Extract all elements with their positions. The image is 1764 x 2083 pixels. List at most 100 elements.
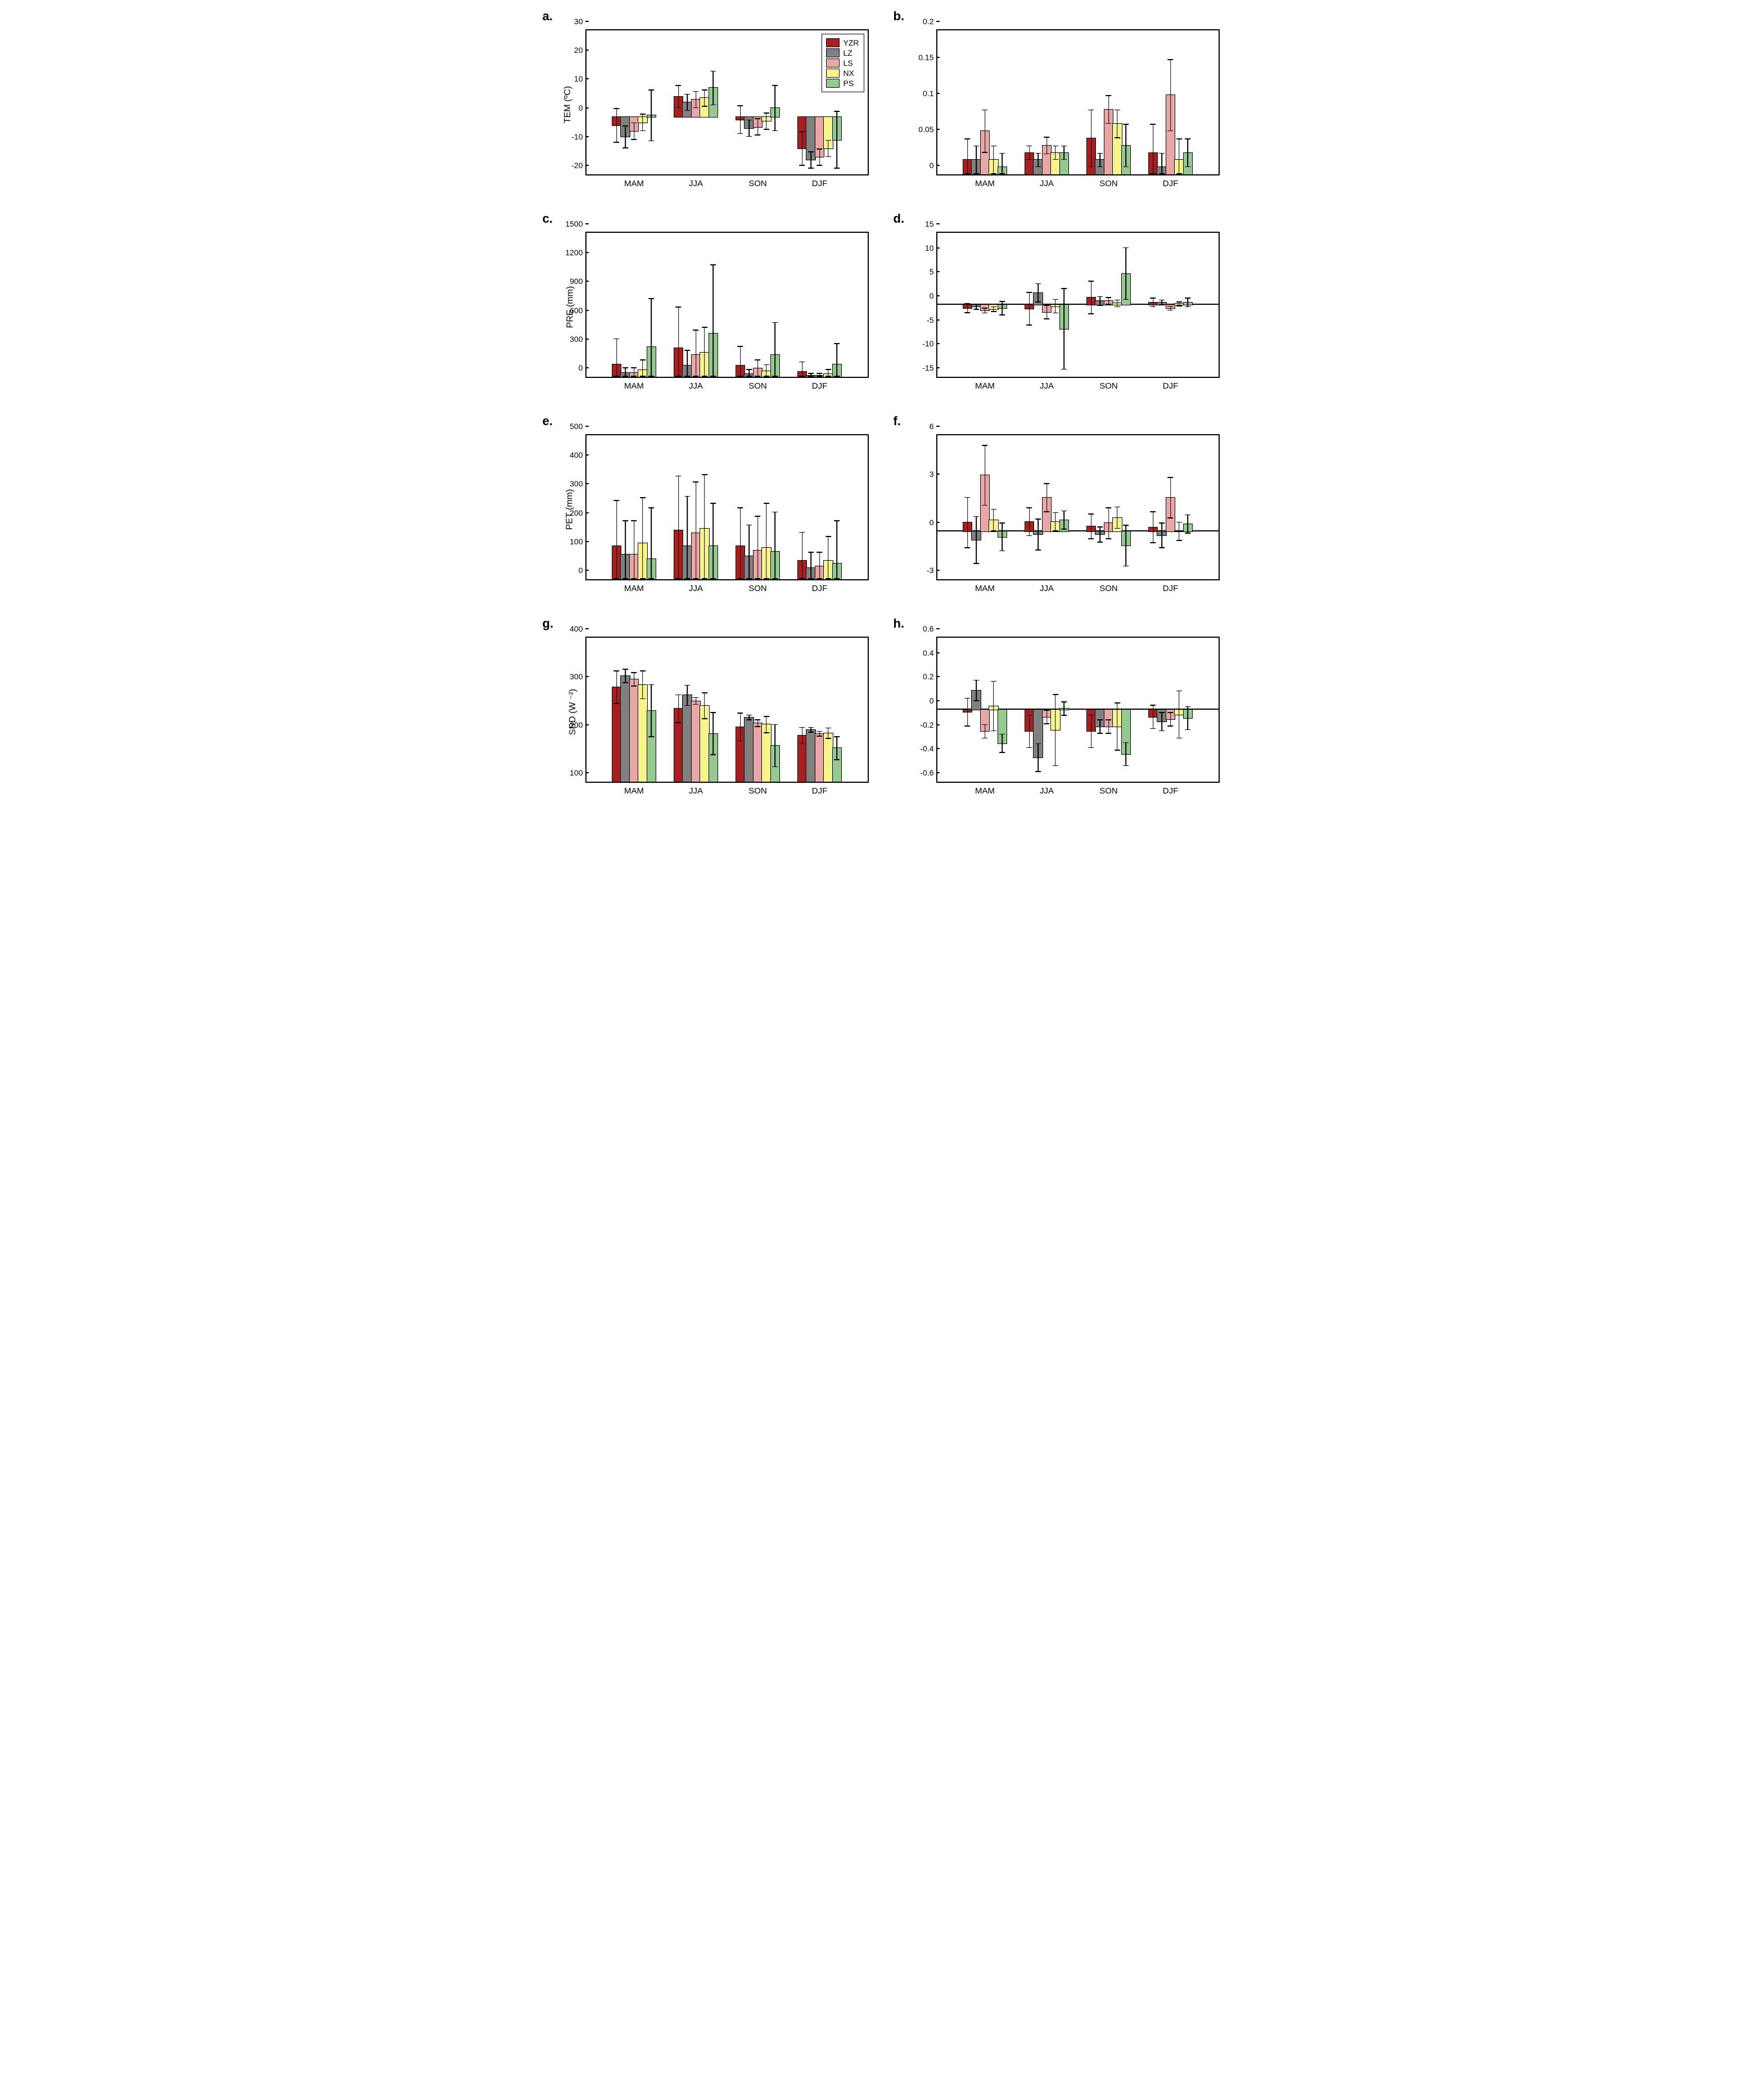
error-bar <box>985 308 986 313</box>
error-bar <box>1170 306 1171 311</box>
plot-area: -20-100102030MAMJJASONDJFYZRLZLSNXPS <box>585 29 869 175</box>
error-bar <box>1064 511 1065 530</box>
y-tick: 30 <box>553 17 583 26</box>
error-bar <box>766 364 767 377</box>
bar-NX <box>638 685 647 782</box>
error-bar <box>1055 146 1056 160</box>
legend-swatch <box>827 39 839 47</box>
error-bar <box>993 306 994 312</box>
error-bar <box>1188 138 1189 167</box>
error-bar <box>1029 292 1030 326</box>
y-tick: 3 <box>904 470 934 479</box>
error-bar <box>1108 719 1109 734</box>
error-bar <box>1002 734 1003 753</box>
x-tick-label: DJF <box>812 381 828 391</box>
error-bar <box>740 507 741 579</box>
error-bar <box>616 339 617 377</box>
y-tick: 300 <box>553 479 583 488</box>
error-bar <box>616 108 617 142</box>
plot-area: 100200300400MAMJJASONDJF <box>585 637 869 783</box>
error-bar <box>1153 511 1154 543</box>
x-tick-label: JJA <box>689 584 703 593</box>
error-bar <box>837 520 838 579</box>
error-bar <box>1179 691 1180 738</box>
x-tick-label: SON <box>748 584 767 593</box>
error-bar <box>1091 110 1092 167</box>
error-bar <box>766 716 767 733</box>
y-tick: 1500 <box>553 219 583 228</box>
error-bar <box>1091 715 1092 749</box>
error-bar <box>740 105 741 134</box>
plot-area: -3036MAMJJASONDJF <box>936 434 1220 580</box>
error-bar <box>642 359 643 377</box>
legend-swatch <box>827 59 839 67</box>
error-bar <box>651 684 652 737</box>
error-bar <box>828 140 829 157</box>
x-tick-label: SON <box>748 381 767 391</box>
error-bar <box>1099 719 1100 734</box>
error-bar <box>985 724 986 739</box>
bar-LZ <box>806 730 815 782</box>
error-bar <box>802 131 803 165</box>
error-bar <box>967 303 968 313</box>
y-tick: 200 <box>553 508 583 517</box>
error-bar <box>1161 522 1162 548</box>
error-bar <box>993 146 994 174</box>
y-tick: 0.05 <box>904 125 934 134</box>
plot-area: 0100200300400500MAMJJASONDJF <box>585 434 869 580</box>
x-tick-label: MAM <box>975 786 995 796</box>
plot-area: -15-10-5051015MAMJJASONDJF <box>936 232 1220 378</box>
x-tick-label: SON <box>1099 584 1118 593</box>
error-bar <box>1037 283 1039 303</box>
error-bar <box>642 670 643 699</box>
panel-label: h. <box>894 616 905 631</box>
error-bar <box>828 728 829 739</box>
error-bar <box>1153 124 1154 174</box>
panel-label: b. <box>894 9 905 24</box>
error-bar <box>1170 712 1171 727</box>
error-bar <box>967 497 968 548</box>
error-bar <box>1108 297 1109 305</box>
error-bar <box>642 114 643 131</box>
error-bar <box>837 343 838 377</box>
error-bar <box>1170 477 1171 519</box>
error-bar <box>976 680 977 701</box>
panel-b: b.Trend of TEM (ºC yr⁻¹)00.050.10.150.2M… <box>896 11 1220 198</box>
y-tick: 0 <box>904 518 934 527</box>
error-bar <box>1188 515 1189 534</box>
legend-label: NX <box>843 69 854 78</box>
bar-LZ <box>745 718 753 782</box>
y-tick: -15 <box>904 363 934 372</box>
y-tick: 400 <box>553 450 583 459</box>
error-bar <box>687 496 688 579</box>
error-bar <box>828 369 829 377</box>
error-bar <box>1029 507 1030 536</box>
bar-LS <box>754 723 762 782</box>
y-tick: 0.6 <box>904 624 934 633</box>
panel-a: a.TEM (ºC)-20-100102030MAMJJASONDJFYZRLZ… <box>545 11 869 198</box>
error-bar <box>819 373 820 377</box>
x-ticks: MAMJJASONDJF <box>937 179 1219 190</box>
error-bar <box>757 719 759 727</box>
legend-label: LS <box>843 58 853 67</box>
bar-LS <box>815 734 824 782</box>
y-tick: 0.2 <box>904 672 934 681</box>
panel-d: d.Trend of PRE (mm yr⁻¹)-15-10-5051015MA… <box>896 214 1220 400</box>
error-bar <box>1153 705 1154 729</box>
error-bar <box>1037 153 1039 168</box>
error-bar <box>704 474 705 579</box>
error-bar <box>678 476 679 579</box>
error-bar <box>1099 153 1100 168</box>
x-ticks: MAMJJASONDJF <box>587 584 868 595</box>
y-tick: -20 <box>553 161 583 170</box>
error-bar <box>1188 706 1189 731</box>
x-ticks: MAMJJASONDJF <box>937 584 1219 595</box>
error-bar <box>1117 702 1118 750</box>
error-bar <box>993 509 994 531</box>
y-tick: 100 <box>553 768 583 777</box>
y-tick: 300 <box>553 335 583 344</box>
x-tick-label: JJA <box>689 786 703 796</box>
error-bar <box>1188 297 1189 307</box>
error-bar <box>976 304 977 309</box>
error-bar <box>696 91 697 109</box>
